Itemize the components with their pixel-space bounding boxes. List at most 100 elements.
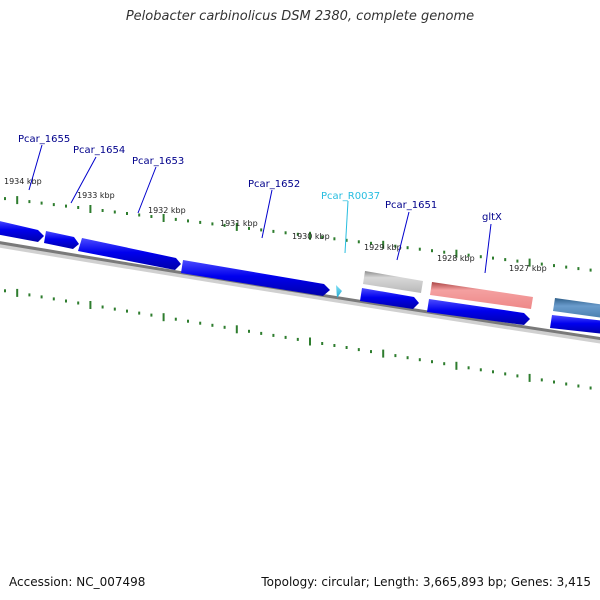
forward-strand-features — [0, 220, 600, 318]
gene-arrow-pcar-1654[interactable] — [44, 231, 79, 249]
minor-tick — [321, 342, 324, 345]
minor-tick — [150, 313, 153, 317]
tick-label-1927: 1927 kbp — [509, 264, 547, 273]
genome-summary-text: Topology: circular; Length: 3,665,893 bp… — [261, 575, 591, 589]
gene-arrow-pcar-1653[interactable] — [78, 238, 181, 270]
minor-tick — [260, 228, 263, 232]
minor-tick — [479, 255, 482, 259]
major-tick — [309, 231, 311, 240]
scale-ticks-upper — [4, 196, 592, 272]
tick-label-1931: 1931 kbp — [220, 219, 258, 228]
minor-tick — [565, 265, 568, 269]
tick-label-1929: 1929 kbp — [364, 243, 402, 252]
minor-tick — [65, 299, 67, 303]
gene-arrow-pcar-r0037[interactable] — [336, 285, 342, 298]
tick-label-1933: 1933 kbp — [77, 191, 115, 200]
gene-label-pcar-1655[interactable]: Pcar_1655 — [18, 134, 70, 145]
minor-tick — [443, 362, 446, 366]
major-tick — [235, 222, 238, 231]
gene-arrow-pseudo-gray[interactable] — [363, 271, 423, 293]
minor-tick — [492, 256, 494, 260]
gene-label-gltx[interactable]: gltX — [482, 212, 502, 223]
minor-tick — [406, 356, 409, 360]
minor-tick — [479, 368, 482, 372]
minor-tick — [187, 319, 189, 323]
major-tick — [162, 313, 165, 322]
tick-labels: 1934 kbp 1933 kbp 1932 kbp 1931 kbp 1930… — [4, 177, 547, 273]
tick-label-1934: 1934 kbp — [4, 177, 42, 186]
minor-tick — [28, 293, 31, 297]
minor-tick — [467, 366, 470, 370]
accession-text: Accession: NC_007498 — [9, 575, 146, 589]
minor-tick — [4, 289, 6, 293]
minor-tick — [272, 333, 275, 337]
minor-tick — [321, 235, 324, 239]
gene-arrow-lower-right[interactable] — [550, 315, 600, 334]
minor-tick — [565, 382, 568, 386]
minor-tick — [589, 386, 592, 390]
minor-tick — [553, 264, 555, 268]
minor-tick — [260, 331, 263, 335]
minor-tick — [40, 201, 43, 205]
major-tick — [16, 288, 19, 297]
gene-arrow-pcar-1651-lower[interactable] — [360, 288, 419, 309]
map-title: Pelobacter carbinolicus DSM 2380, comple… — [125, 9, 475, 24]
tick-label-1932: 1932 kbp — [148, 206, 186, 215]
minor-tick — [113, 210, 116, 214]
minor-tick — [138, 213, 141, 217]
gene-label-pcar-1653[interactable]: Pcar_1653 — [132, 156, 184, 167]
gene-arrow-steelblue[interactable] — [553, 298, 600, 318]
minor-tick — [553, 380, 555, 384]
minor-tick — [174, 317, 177, 321]
gene-arrow-gltx-lower[interactable] — [427, 299, 530, 325]
minor-tick — [40, 295, 43, 299]
minor-tick — [113, 307, 116, 311]
gene-label-pcar-1651[interactable]: Pcar_1651 — [385, 200, 437, 211]
minor-tick — [284, 231, 287, 235]
major-tick — [382, 349, 385, 358]
minor-tick — [394, 244, 397, 248]
minor-tick — [101, 209, 104, 212]
gene-label-pcar-1652[interactable]: Pcar_1652 — [248, 179, 300, 190]
gene-label-pcar-1654[interactable]: Pcar_1654 — [73, 145, 125, 156]
minor-tick — [577, 267, 580, 271]
scale-ticks-lower — [4, 288, 592, 390]
minor-tick — [150, 215, 153, 218]
minor-tick — [296, 232, 299, 236]
lower-track-features — [360, 288, 600, 334]
minor-tick — [284, 335, 287, 339]
minor-tick — [333, 237, 336, 241]
major-tick — [309, 337, 311, 346]
minor-tick — [199, 321, 202, 325]
minor-tick — [28, 200, 31, 204]
minor-tick — [272, 229, 275, 233]
gene-labels: Pcar_1655 Pcar_1654 Pcar_1653 Pcar_1652 … — [18, 134, 502, 223]
minor-tick — [223, 223, 226, 227]
major-tick — [528, 258, 531, 267]
minor-tick — [467, 253, 470, 257]
minor-tick — [516, 259, 519, 263]
gene-arrow-pcar-1655[interactable] — [0, 220, 44, 242]
major-tick — [528, 373, 531, 382]
major-tick — [235, 325, 238, 334]
minor-tick — [211, 222, 214, 226]
major-tick — [455, 249, 458, 258]
minor-tick — [126, 309, 128, 313]
minor-tick — [174, 217, 177, 221]
major-tick — [89, 301, 92, 309]
major-tick — [455, 361, 458, 370]
minor-tick — [418, 247, 421, 251]
gene-label-pcar-r0037[interactable]: Pcar_R0037 — [321, 191, 380, 202]
minor-tick — [431, 249, 433, 253]
minor-tick — [504, 258, 507, 262]
minor-tick — [333, 344, 336, 347]
minor-tick — [211, 323, 214, 327]
gene-arrow-gltx[interactable] — [430, 282, 533, 309]
minor-tick — [4, 197, 6, 201]
minor-tick — [101, 305, 104, 309]
minor-tick — [540, 262, 543, 266]
minor-tick — [52, 297, 55, 301]
gene-arrow-pcar-1652[interactable] — [181, 260, 330, 296]
minor-tick — [492, 370, 494, 374]
